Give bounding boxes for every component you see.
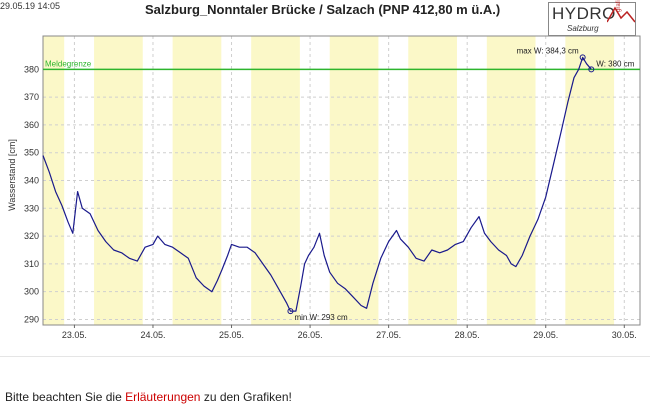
y-tick-380: 380 — [24, 64, 39, 74]
series-line-0 — [42, 56, 592, 312]
x-tick-label: 24.05. — [140, 330, 165, 340]
y-tick-300: 300 — [24, 287, 39, 297]
y-axis-label: Wasserstand [cm] — [7, 139, 17, 211]
y-tick-330: 330 — [24, 203, 39, 213]
y-tick-310: 310 — [24, 259, 39, 269]
max-marker — [579, 54, 586, 61]
y-tick-360: 360 — [24, 120, 39, 130]
footer-divider — [0, 356, 650, 357]
footer-text-before: Bitte beachten Sie die — [5, 390, 126, 404]
footer-text-after: zu den Grafiken! — [200, 390, 292, 404]
x-tick-label: 28.05. — [455, 330, 480, 340]
daytime-band-0 — [43, 36, 65, 325]
timestamp: 29.05.19 14:05 — [0, 1, 61, 11]
hydro-logo: HYDRO Salzburg grafik — [548, 0, 636, 36]
logo-main-text: HYDRO — [552, 4, 616, 23]
water-level-chart: Meldegrenze 290 300 310 320 330 340 350 360 370 3… — [24, 35, 641, 340]
max-annotation: max W: 384,3 cm — [517, 46, 579, 55]
x-tick-label: 25.05. — [219, 330, 244, 340]
x-tick-labels: 23.05. 24.05. 25.05. 26.05. 27.05. 28.05. 29.0… — [62, 325, 637, 340]
threshold-group: Meldegrenze — [43, 59, 640, 71]
daytime-band-3 — [251, 36, 300, 325]
min-annotation: min W: 293 cm — [294, 313, 348, 322]
footer-note: Bitte beachten Sie die Erläuterungen zu … — [5, 390, 292, 404]
chart-title: Salzburg_Nonntaler Brücke / Salzach (PNP… — [145, 2, 501, 17]
x-tick-label: 26.05. — [298, 330, 323, 340]
current-annotation: W: 380 cm — [596, 59, 634, 68]
y-tick-370: 370 — [24, 92, 39, 102]
annotations-group: max W: 384,3 cm W: 380 cm min W: 293 cm — [287, 46, 635, 322]
x-tick-label: 29.05. — [533, 330, 558, 340]
y-tick-350: 350 — [24, 148, 39, 158]
logo-wave-icon — [607, 6, 635, 23]
grid-lines — [43, 36, 640, 325]
y-tick-320: 320 — [24, 231, 39, 241]
series-group — [42, 56, 592, 312]
x-tick-label: 30.05. — [612, 330, 637, 340]
plot-frame — [42, 35, 641, 326]
y-tick-340: 340 — [24, 176, 39, 186]
x-tick-label: 27.05. — [376, 330, 401, 340]
current-marker — [588, 66, 595, 73]
logo-sub-text: Salzburg — [567, 24, 599, 33]
y-tick-labels: 290 300 310 320 330 340 350 360 370 380 — [24, 64, 39, 324]
y-tick-290: 290 — [24, 314, 39, 324]
x-tick-label: 23.05. — [62, 330, 87, 340]
min-marker — [287, 308, 294, 315]
daytime-band-2 — [172, 36, 222, 325]
threshold-label: Meldegrenze — [45, 59, 92, 68]
explanations-link[interactable]: Erläuterungen — [125, 390, 201, 404]
